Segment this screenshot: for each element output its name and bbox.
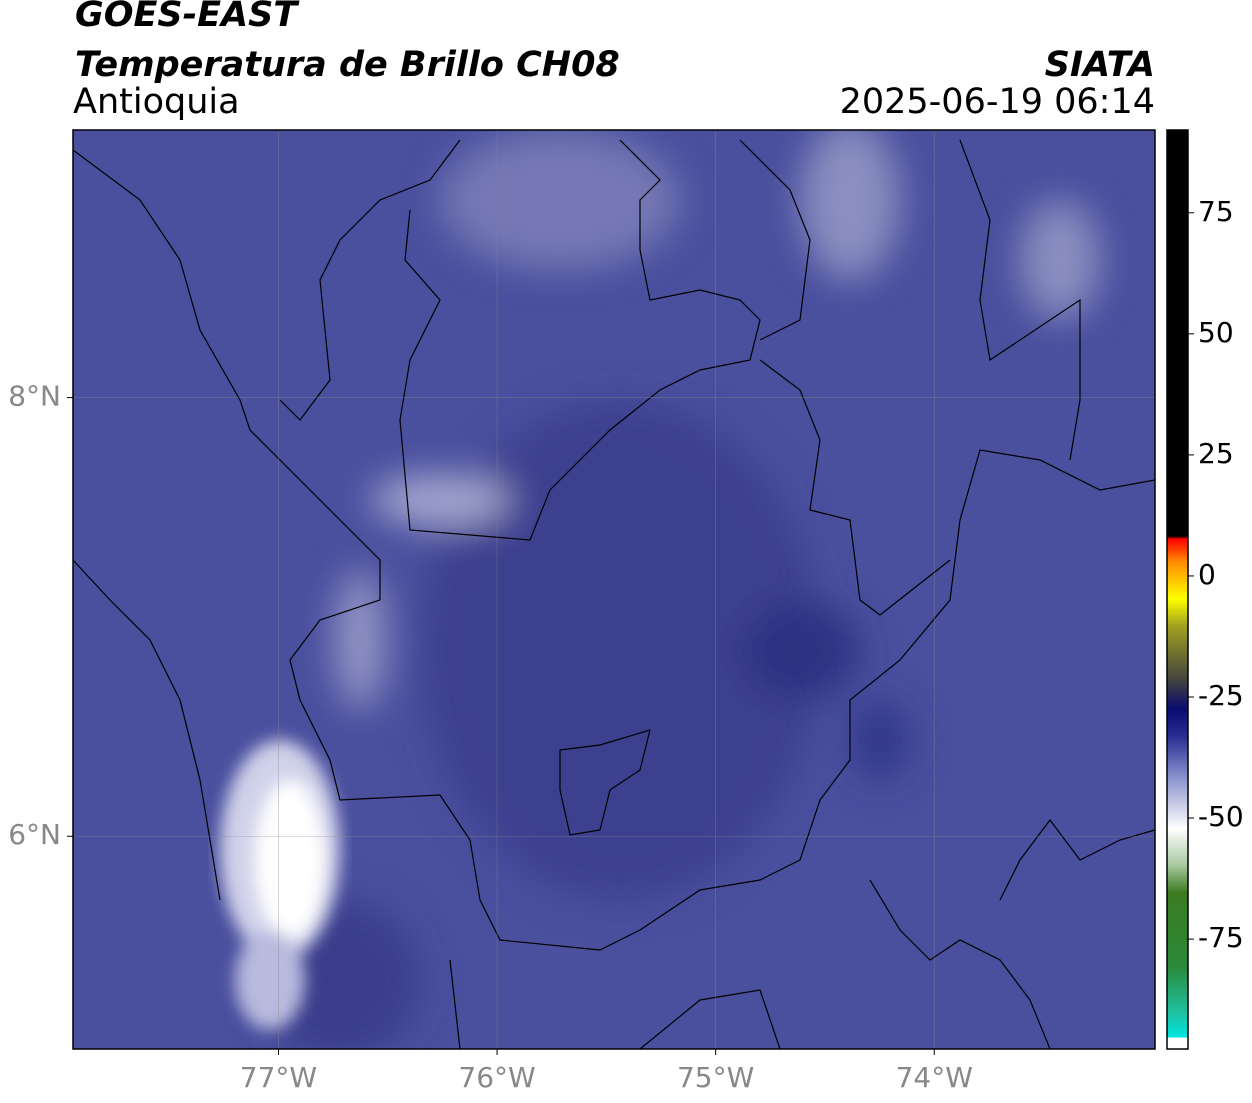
x-tick-label: 75°W [677,1061,754,1094]
x-tick-label: 74°W [896,1061,973,1094]
colorbar-tick-label: 75 [1198,195,1234,228]
y-tick-label: 6°N [8,818,61,851]
colorbar-tick-label: 25 [1198,437,1234,470]
colorbar-tick-label: -50 [1198,800,1244,833]
colorbar-tick-label: -25 [1198,679,1244,712]
x-tick-label: 77°W [240,1061,317,1094]
subtitle: Temperatura de Brillo CH08 [75,45,620,85]
colorbar [1166,129,1189,1050]
colorbar-tick-label: 50 [1198,316,1234,349]
colorbar-tick-label: 0 [1198,558,1216,591]
y-tick-label: 8°N [8,380,61,413]
x-tick-label: 76°W [458,1061,535,1094]
map-frame [72,129,1156,1050]
map-raster [73,130,1155,1049]
region: Antioquia [73,82,240,122]
colorbar-tick-label: -75 [1198,921,1244,954]
source: SIATA [1045,45,1155,85]
title: GOES-EAST [75,0,300,35]
datetime: 2025-06-19 06:14 [840,82,1155,122]
